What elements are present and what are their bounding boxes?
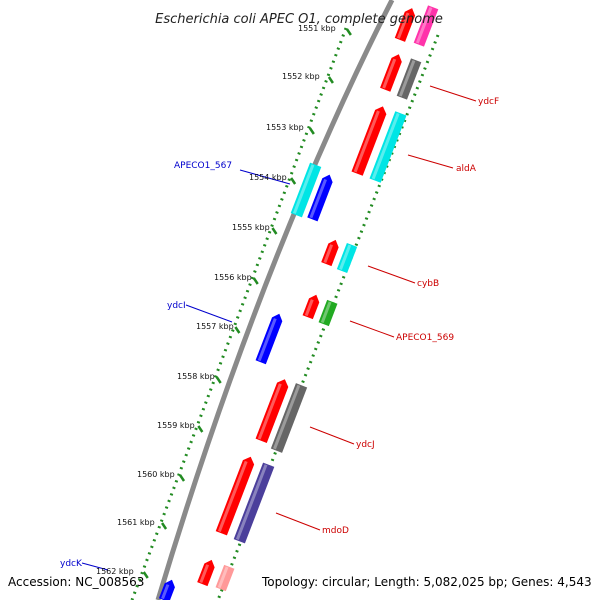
gene-block-red [197,559,215,587]
leader-ydcI [185,304,233,323]
gene-block-blue [158,579,175,600]
leader-APECO1_569 [349,320,395,338]
gene-label-ydcI: ydcI [167,301,186,311]
ruler-tick [234,326,241,334]
accession-text: Accession: NC_008563 [8,575,144,589]
ruler-label-1553: 1553 kbp [266,123,304,132]
ruler-tick [161,522,168,530]
gene-block-blue [255,313,283,365]
backbone-circle [155,0,395,600]
gene-block-grey [396,58,422,100]
gene-block-red [255,379,289,443]
ruler-label-1558: 1558 kbp [177,372,215,381]
gene-label-aldA: aldA [456,164,477,174]
gene-block-cyan [336,242,358,274]
gene-label-cybB: cybB [417,279,439,289]
gene-block-red [394,8,416,42]
gene-block-red [351,106,387,176]
gene-label-APECO1_569: APECO1_569 [396,333,454,343]
ruler-tick [345,28,352,36]
leader-ydcJ [309,426,355,445]
leader-cybB [367,265,416,284]
leader-APECO1_567 [239,169,291,185]
gene-block-green [318,299,338,327]
ruler-label-1560: 1560 kbp [137,470,175,479]
map-title: Escherichia coli APEC O1, complete genom… [155,12,443,27]
gene-block-blue [307,174,333,222]
ruler-tick [252,277,259,285]
ruler-tick [308,127,315,135]
ruler-tick [178,474,186,482]
gene-label-mdoD: mdoD [322,526,349,536]
gene-block-cyan [369,111,407,183]
gene-features [158,5,439,600]
ruler-label-1562: 1562 kbp [96,567,134,576]
gene-block-grey [270,383,308,453]
ruler-track [130,27,440,600]
topology-text: Topology: circular; Length: 5,082,025 bp… [261,575,592,589]
leader-ydcF [429,85,477,102]
leader-ydcK [81,562,109,571]
ruler-label-1559: 1559 kbp [157,421,195,430]
gene-label-ydcK: ydcK [60,559,83,569]
leader-aldA [407,154,454,169]
gene-block-pink [215,564,235,592]
ruler-tick [142,571,149,579]
ruler-label-1556: 1556 kbp [214,273,252,282]
leader-mdoD [275,512,321,531]
ruler-label-1551: 1551 kbp [298,24,336,33]
ruler-label-1561: 1561 kbp [117,518,155,527]
label-leaders [81,85,477,571]
ruler-label-1552: 1552 kbp [282,72,320,81]
gene-block-red [321,239,339,267]
ruler-label-1554: 1554 kbp [249,173,287,182]
ruler-tick [290,177,297,185]
ruler-label-1555: 1555 kbp [232,223,270,232]
gene-block-red [380,54,402,92]
gene-block-cyan [290,162,322,218]
ruler-tick [197,425,204,433]
ruler-tick [327,76,334,84]
ruler-tick [215,376,222,384]
gene-label-APECO1_567: APECO1_567 [174,161,232,171]
gene-block-magenta [413,5,439,47]
gene-label-ydcF: ydcF [478,97,499,107]
gene-block-darkblue [233,462,275,544]
gene-label-ydcJ: ydcJ [356,440,375,450]
gene-block-red [302,294,320,320]
gene-block-red [215,456,255,536]
ruler-tick [271,227,278,235]
ruler-label-1557: 1557 kbp [196,322,234,331]
